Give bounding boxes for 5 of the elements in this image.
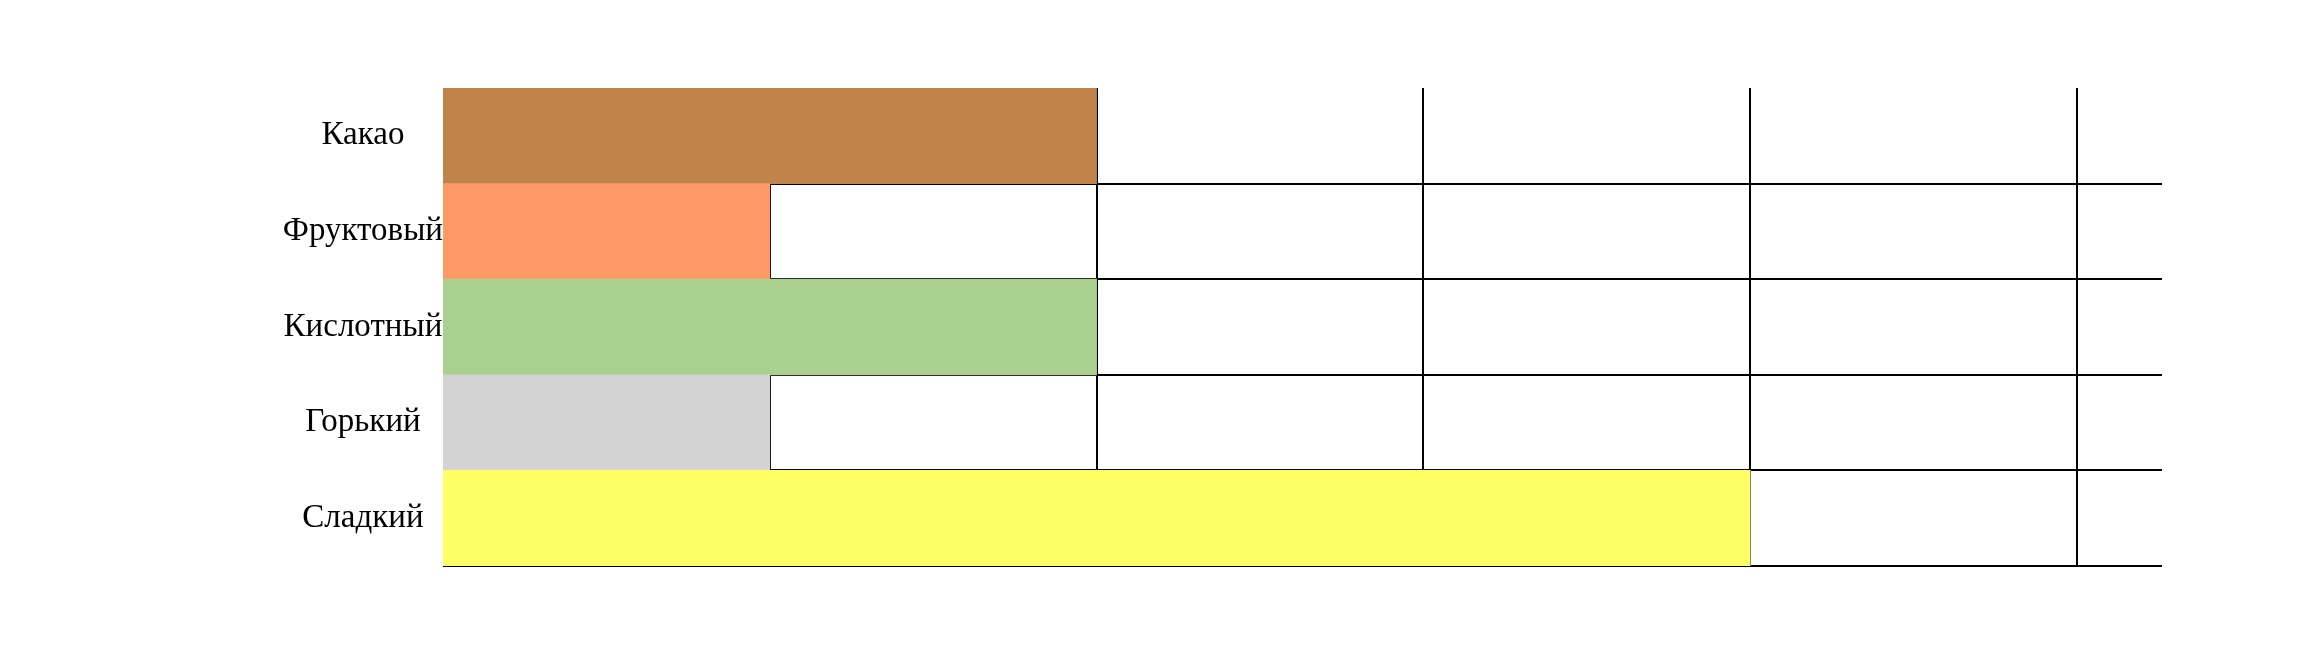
y-tick-label: Горький (305, 402, 421, 439)
y-tick-label: Фруктовый (282, 211, 443, 248)
y-tick-label: Сладкий (302, 497, 424, 534)
y-tick-label: Какао (321, 115, 405, 152)
y-tick-label: Кислотный (283, 306, 443, 343)
